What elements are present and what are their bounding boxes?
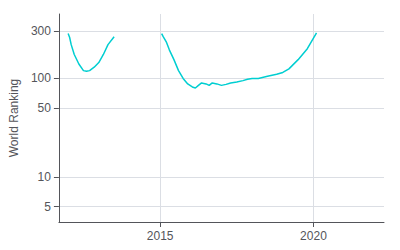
svg-text:300: 300 [31,24,51,38]
svg-text:World Ranking: World Ranking [7,79,21,157]
svg-text:50: 50 [38,101,52,115]
svg-text:2015: 2015 [147,229,174,243]
svg-text:5: 5 [44,200,51,214]
svg-text:100: 100 [31,71,51,85]
svg-text:10: 10 [38,170,52,184]
svg-text:2020: 2020 [300,229,327,243]
